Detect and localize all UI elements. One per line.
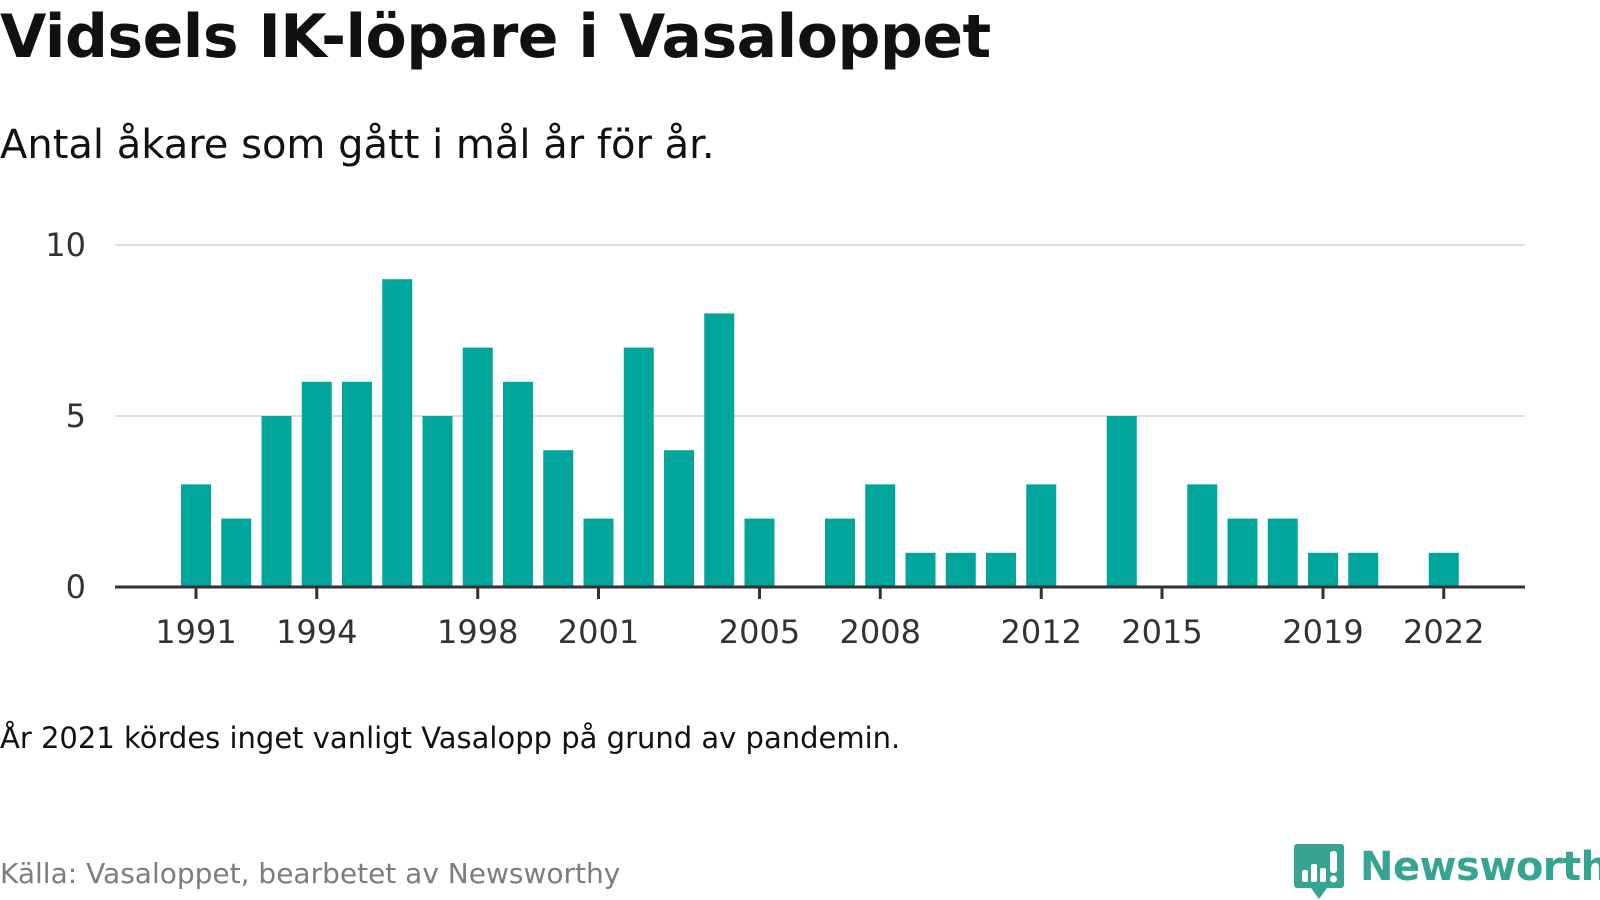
newsworthy-logo-icon	[1294, 844, 1344, 899]
x-tick-label: 2015	[1121, 613, 1202, 651]
x-tick-label: 2012	[1001, 613, 1082, 651]
bar-1992	[221, 518, 252, 587]
bar-1995	[342, 381, 372, 587]
bar-2008	[865, 484, 896, 587]
y-axis-ticks: 0 5 10	[45, 226, 86, 606]
bar-2019	[1308, 552, 1338, 587]
bar-1991	[181, 484, 211, 587]
bar-2002	[623, 347, 654, 587]
x-tick-label: 1994	[276, 613, 357, 651]
bar-2018	[1267, 518, 1298, 587]
bar-2022	[1428, 552, 1459, 587]
bar-2010	[945, 552, 976, 587]
brand-name: Newsworthy	[1360, 844, 1600, 890]
bar-2012	[1026, 484, 1057, 587]
bar-1996	[382, 279, 413, 587]
bar-2009	[905, 552, 936, 587]
x-tick-label: 2022	[1403, 613, 1484, 651]
brand-logo: Newsworthy	[1294, 844, 1600, 900]
x-axis-ticks: 1991 1994 1998 2001 2005 2008 2012 2015 2019 2022	[155, 587, 1484, 651]
x-tick-label: 1998	[437, 613, 518, 651]
chart-subtitle: Antal åkare som gått i mål år för år.	[0, 122, 715, 168]
chart-title: Vidsels IK-löpare i Vasaloppet	[0, 2, 991, 72]
bar-chart: 0 5 10 1991 1994 1998 2001 2005 2008 2012 2015 201…	[45, 226, 1525, 651]
bar-2016	[1187, 484, 1218, 587]
bar-1993	[261, 416, 292, 587]
bar-1997	[422, 416, 453, 587]
chart-note: År 2021 kördes inget vanligt Vasalopp på…	[0, 721, 901, 755]
bar-2020	[1348, 552, 1379, 587]
bar-2004	[704, 313, 735, 587]
bar-1999	[503, 381, 533, 587]
bar-2001	[583, 518, 614, 587]
x-tick-label: 2005	[719, 613, 800, 651]
y-tick-label: 5	[66, 397, 86, 435]
bar-2005	[744, 518, 775, 587]
source-text: Källa: Vasaloppet, bearbetet av Newswort…	[0, 857, 621, 890]
y-tick-label: 10	[45, 226, 86, 264]
bar-2011	[986, 552, 1016, 587]
bar-2007	[825, 518, 855, 587]
bar-1994	[301, 381, 332, 587]
bar-1998	[462, 347, 493, 587]
bars	[181, 279, 1459, 587]
y-tick-label: 0	[66, 568, 86, 606]
x-tick-label: 2008	[840, 613, 921, 651]
x-tick-label: 1991	[155, 613, 236, 651]
bar-2017	[1227, 518, 1258, 587]
bar-2003	[664, 450, 694, 587]
x-tick-label: 2001	[558, 613, 639, 651]
x-tick-label: 2019	[1282, 613, 1363, 651]
bar-2000	[543, 450, 574, 587]
bar-2014	[1106, 416, 1137, 587]
